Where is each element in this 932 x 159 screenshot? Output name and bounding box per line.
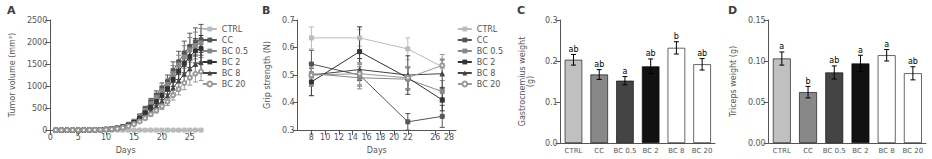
svg-text:0.15: 0.15 <box>748 16 766 25</box>
svg-text:a: a <box>858 46 863 55</box>
svg-text:C: C <box>517 4 525 17</box>
svg-text:BC 2: BC 2 <box>222 58 241 67</box>
svg-text:BC 20: BC 20 <box>222 80 246 89</box>
svg-text:a: a <box>779 42 784 51</box>
svg-text:BC 0.5: BC 0.5 <box>823 147 846 155</box>
svg-text:8: 8 <box>309 133 314 142</box>
svg-text:16: 16 <box>361 133 371 142</box>
svg-text:CC: CC <box>594 147 604 155</box>
svg-text:2500: 2500 <box>27 16 47 25</box>
svg-text:14: 14 <box>348 133 358 142</box>
svg-text:20: 20 <box>389 133 399 142</box>
svg-text:0.10: 0.10 <box>748 57 766 66</box>
svg-text:Triceps weight (g): Triceps weight (g) <box>729 46 738 118</box>
svg-text:CTRL: CTRL <box>477 25 498 34</box>
svg-text:0.00: 0.00 <box>748 139 766 148</box>
svg-text:CC: CC <box>803 147 813 155</box>
svg-text:0.0: 0.0 <box>545 139 558 148</box>
svg-text:0.4: 0.4 <box>282 98 295 107</box>
svg-text:10: 10 <box>101 133 111 142</box>
svg-text:B: B <box>262 4 270 17</box>
svg-text:BC 2: BC 2 <box>643 147 659 155</box>
svg-text:BC 20: BC 20 <box>477 80 501 89</box>
svg-text:BC 8: BC 8 <box>879 147 895 155</box>
svg-text:BC 0.5: BC 0.5 <box>477 47 503 56</box>
svg-text:BC 0.5: BC 0.5 <box>222 47 248 56</box>
svg-text:0.1: 0.1 <box>545 98 558 107</box>
svg-text:2000: 2000 <box>27 38 47 47</box>
svg-text:20: 20 <box>157 133 167 142</box>
svg-text:ab: ab <box>697 49 707 58</box>
svg-text:28: 28 <box>444 133 454 142</box>
svg-text:Days: Days <box>116 146 136 155</box>
svg-text:Days: Days <box>367 146 387 155</box>
svg-text:22: 22 <box>403 133 413 142</box>
svg-text:a: a <box>884 40 889 49</box>
svg-text:26: 26 <box>430 133 440 142</box>
svg-text:0.7: 0.7 <box>282 16 295 25</box>
svg-text:0.5: 0.5 <box>282 71 295 80</box>
svg-text:0.3: 0.3 <box>545 16 558 25</box>
svg-text:Grip strength (N): Grip strength (N) <box>263 41 272 109</box>
svg-text:Tumor volume (mm³): Tumor volume (mm³) <box>8 33 17 118</box>
svg-text:18: 18 <box>375 133 385 142</box>
svg-text:0: 0 <box>42 126 47 135</box>
svg-text:0.3: 0.3 <box>282 126 295 135</box>
svg-text:25: 25 <box>185 133 195 142</box>
svg-text:10: 10 <box>320 133 330 142</box>
svg-text:BC 8: BC 8 <box>477 69 496 78</box>
svg-text:ab: ab <box>568 45 578 54</box>
svg-text:CC: CC <box>477 36 489 45</box>
svg-text:1000: 1000 <box>27 82 47 91</box>
svg-text:CC: CC <box>222 36 234 45</box>
svg-text:BC 2: BC 2 <box>477 58 496 67</box>
svg-text:CTRL: CTRL <box>222 25 243 34</box>
svg-text:0.05: 0.05 <box>748 98 766 107</box>
svg-text:0.2: 0.2 <box>545 57 558 66</box>
svg-text:BC 20: BC 20 <box>692 147 713 155</box>
svg-text:Gastrocnemius weight: Gastrocnemius weight <box>517 36 527 127</box>
svg-text:BC 8: BC 8 <box>668 147 684 155</box>
svg-text:500: 500 <box>32 104 47 113</box>
svg-text:A: A <box>7 4 16 17</box>
svg-text:ab: ab <box>594 60 604 69</box>
svg-text:15: 15 <box>129 133 139 142</box>
svg-text:ab: ab <box>646 49 656 58</box>
svg-text:(g): (g) <box>526 76 535 87</box>
svg-text:b: b <box>805 77 810 86</box>
svg-text:1500: 1500 <box>27 60 47 69</box>
svg-text:0: 0 <box>48 133 53 142</box>
svg-text:BC 8: BC 8 <box>222 69 241 78</box>
svg-text:CTRL: CTRL <box>773 147 791 155</box>
svg-text:5: 5 <box>76 133 81 142</box>
svg-text:ab: ab <box>829 56 839 65</box>
svg-text:b: b <box>674 32 679 41</box>
svg-text:a: a <box>622 67 627 76</box>
svg-text:12: 12 <box>334 133 344 142</box>
svg-text:BC 20: BC 20 <box>903 147 924 155</box>
svg-text:CTRL: CTRL <box>565 147 583 155</box>
svg-text:ab: ab <box>908 57 918 66</box>
svg-text:0.6: 0.6 <box>282 43 295 52</box>
svg-text:BC 0.5: BC 0.5 <box>613 147 636 155</box>
svg-text:BC 2: BC 2 <box>852 147 868 155</box>
svg-text:D: D <box>728 4 737 17</box>
